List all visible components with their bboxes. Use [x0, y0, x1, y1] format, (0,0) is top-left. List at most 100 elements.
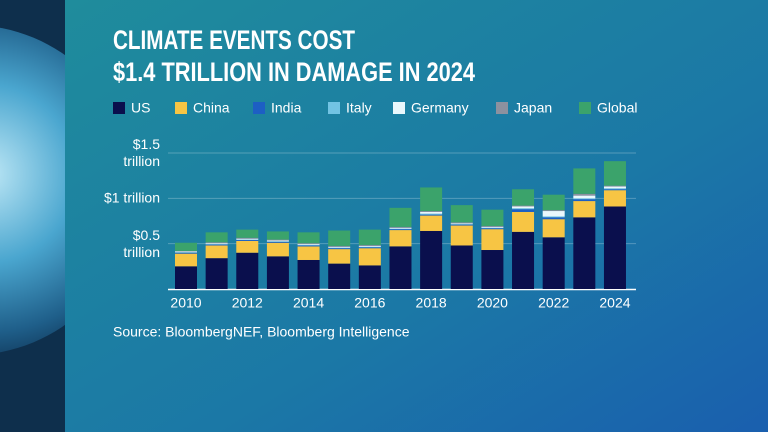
bar-segment	[389, 246, 412, 289]
bar-segment	[542, 210, 565, 212]
bar-segment	[205, 242, 228, 244]
bar-segment	[450, 245, 473, 289]
bar-segment	[358, 248, 381, 266]
x-tick-label: 2014	[293, 295, 324, 311]
legend-swatch	[328, 102, 340, 114]
bar-segment	[175, 253, 197, 267]
bar-segment	[420, 211, 443, 212]
bar-segment	[358, 247, 381, 249]
bar-segment	[358, 229, 381, 246]
x-tick-label: 2024	[599, 295, 630, 311]
y-tick-label: $0.5 trillion	[123, 226, 160, 260]
bar-segment	[328, 263, 351, 289]
legend-label: Italy	[346, 100, 372, 116]
bar-segment	[236, 252, 259, 289]
bar-segment	[328, 230, 351, 246]
bar-segment	[297, 232, 320, 244]
bar-segment	[603, 189, 626, 191]
bar-segment	[542, 237, 565, 289]
bar-segment	[603, 161, 626, 186]
bar-segment	[358, 245, 381, 247]
legend-swatch	[253, 102, 265, 114]
bar-segment	[573, 168, 596, 194]
bar-segment	[512, 209, 535, 212]
y-tick-label: $1 trillion	[103, 189, 160, 206]
bar-segment	[450, 205, 473, 223]
bar-segment	[205, 243, 228, 245]
legend-label: Global	[597, 100, 637, 116]
bar-segment	[175, 266, 197, 289]
bar-segment	[603, 188, 626, 190]
bar-segment	[420, 211, 443, 214]
bar-segment	[603, 186, 626, 189]
bar-segment	[297, 259, 320, 289]
legend-swatch	[393, 102, 405, 114]
bar-segment	[328, 246, 351, 248]
bar-segment	[420, 215, 443, 231]
bar-segment	[512, 208, 535, 210]
bar-segment	[175, 251, 197, 253]
x-tick-label: 2012	[232, 295, 263, 311]
x-tick-label: 2010	[170, 295, 201, 311]
bar-segment	[236, 229, 259, 238]
source: Source: BloombergNEF, Bloomberg Intellig…	[113, 324, 410, 340]
bar-segment	[573, 201, 596, 218]
bar-segment	[481, 228, 504, 230]
legend-label: India	[271, 100, 302, 116]
bar-segment	[205, 244, 228, 246]
bar-segment	[542, 219, 565, 238]
title-line: $1.4 TRILLION IN DAMAGE IN 2024	[113, 57, 475, 87]
bar-segment	[389, 230, 412, 247]
bar-segment	[266, 240, 289, 242]
bar-segment	[328, 249, 351, 264]
legend-label: Germany	[411, 100, 469, 116]
bar-segment	[481, 209, 504, 226]
bar-segment	[512, 189, 535, 206]
bar-segment	[389, 227, 412, 229]
bar-segment	[236, 240, 259, 253]
legend-swatch	[496, 102, 508, 114]
bar-segment	[266, 256, 289, 289]
bar-segment	[297, 244, 320, 246]
legend-label: Japan	[514, 100, 552, 116]
bar-segment	[573, 195, 596, 199]
bar-segment	[358, 265, 381, 289]
bar-segment	[603, 185, 626, 187]
bar-segment	[389, 226, 412, 228]
bar-segment	[512, 211, 535, 232]
legend-swatch	[113, 102, 125, 114]
bar-segment	[236, 237, 259, 239]
bar-segment	[512, 231, 535, 289]
bar-segment	[205, 258, 228, 289]
x-tick-label: 2018	[416, 295, 447, 311]
bar-segment	[297, 243, 320, 245]
bar-segment	[573, 193, 596, 196]
legend-swatch	[579, 102, 591, 114]
bar-segment	[573, 217, 596, 289]
bar-segment	[205, 245, 228, 259]
bar-segment	[450, 223, 473, 225]
bar-segment	[297, 246, 320, 260]
bar-segment	[542, 217, 565, 220]
bar-segment	[481, 226, 504, 228]
bar-segment	[573, 199, 596, 202]
bar-segment	[328, 248, 351, 250]
bar-segment	[420, 213, 443, 215]
bar-segment	[542, 211, 565, 217]
bar-segment	[389, 229, 412, 231]
legend-swatch	[175, 102, 187, 114]
bar-segment	[512, 205, 535, 207]
bar-segment	[266, 241, 289, 243]
bar-segment	[236, 240, 259, 241]
panel	[65, 0, 768, 432]
y-tick-label: $1.5 trillion	[123, 136, 160, 169]
x-tick-label: 2016	[354, 295, 385, 311]
bar-segment	[573, 198, 596, 200]
bar-segment	[266, 242, 289, 257]
bar-segment	[328, 245, 351, 247]
bar-segment	[420, 214, 443, 216]
x-tick-label: 2020	[477, 295, 508, 311]
bar-segment	[266, 231, 289, 240]
legend-label: China	[193, 100, 230, 116]
